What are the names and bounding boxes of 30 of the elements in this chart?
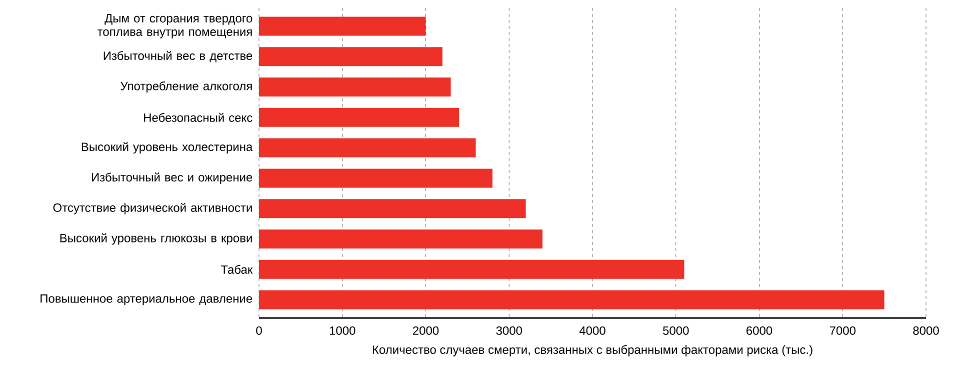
x-tick-label: 4000	[579, 326, 606, 335]
x-tick-label: 8000	[913, 326, 939, 335]
bar	[259, 168, 492, 188]
y-tick-label: Отсутствие физической активности	[53, 202, 252, 214]
x-tick-label: 1000	[330, 326, 356, 335]
bar	[259, 199, 526, 218]
x-tick-label: 5000	[663, 326, 689, 335]
bar	[259, 108, 460, 127]
bar	[259, 290, 884, 310]
y-tick-label: Повышенное артериальное давление	[40, 294, 252, 306]
y-tick-label: Высокий уровень глюкозы в крови	[60, 233, 252, 245]
x-tick-label: 7000	[830, 326, 856, 335]
bar	[259, 47, 442, 66]
x-tick-label: 6000	[746, 326, 772, 335]
bar	[259, 138, 476, 158]
y-tick-label: Избыточный вес и ожирение	[92, 172, 252, 184]
x-tick-label: 3000	[496, 326, 522, 335]
bar	[259, 16, 426, 36]
y-tick-label: Высокий уровень холестерина	[82, 142, 253, 154]
x-tick-label: 0	[256, 326, 262, 335]
bar	[259, 78, 451, 97]
y-tick-label: Табак	[220, 264, 253, 274]
bar	[259, 229, 542, 248]
y-tick-label: Употребление алкоголя	[120, 81, 252, 93]
bar	[259, 260, 684, 279]
y-tick-label: Избыточный вес в детстве	[104, 50, 252, 62]
x-axis-title: Количество случаев смерти, связанных с выбранными факторами риска (тыс.)	[372, 345, 812, 356]
y-tick-label: Небезопасный секс	[144, 112, 252, 122]
x-tick-label: 2000	[413, 326, 439, 335]
y-tick-label: Дым от сгорания твердого топлива внутри помещения	[98, 14, 252, 38]
